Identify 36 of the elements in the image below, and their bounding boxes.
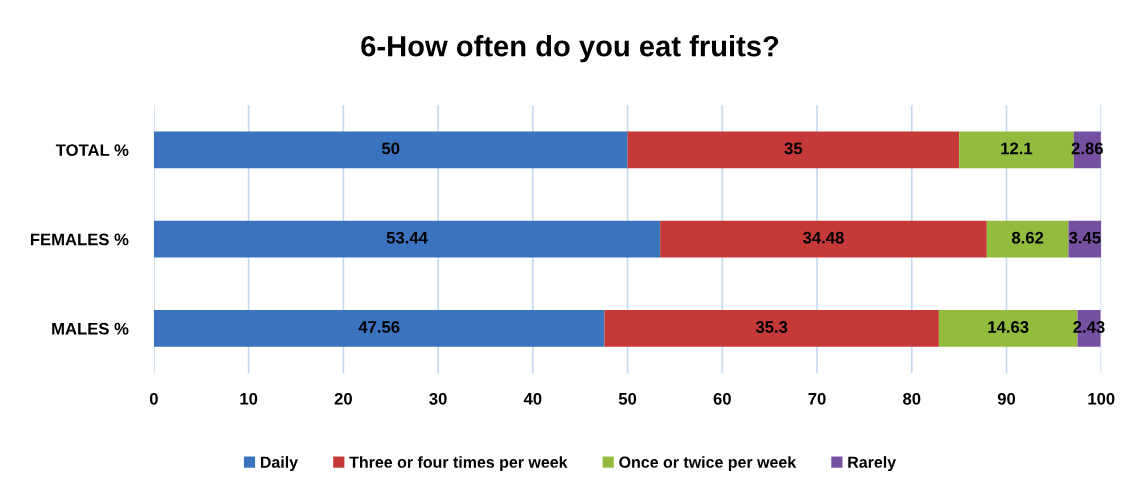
data-label: 3.45 [1068,231,1101,244]
bar [660,220,987,258]
x-tick-label: 60 [713,392,731,405]
x-tick-label: 80 [903,392,921,405]
data-label: 12.1 [1001,142,1033,155]
x-tick-label: 10 [240,392,258,405]
legend-label: Daily [260,456,298,472]
x-tick-label: 100 [1088,392,1115,405]
x-tick-label: 20 [334,392,352,405]
bar [627,131,960,169]
y-tick-label: MALES % [52,322,129,335]
x-tick-label: 30 [429,392,447,405]
bar [986,220,1069,258]
data-label: 14.63 [988,321,1029,333]
data-label: 50 [381,142,400,155]
bar [153,220,661,258]
x-tick-label: 90 [997,392,1016,405]
x-tick-label: 50 [618,392,637,405]
y-tick-label: TOTAL % [55,144,129,157]
data-label: 47.56 [358,321,400,333]
data-label: 35 [784,142,803,155]
x-tick-label: 70 [808,392,826,405]
bar [153,131,628,169]
data-label: 34.48 [803,231,844,244]
data-label: 8.62 [1011,231,1044,244]
legend-label: Three or four times per week [349,456,568,472]
x-tick-label: 0 [149,392,158,405]
bar [153,310,605,347]
x-tick-label: 40 [523,392,542,405]
data-label: 35.3 [755,321,788,333]
data-label: 53.44 [386,231,428,244]
chart-title: 6-How often do you eat fruits? [361,35,779,63]
y-tick-label: FEMALES % [30,233,129,246]
bar [604,310,939,347]
legend-label: Rarely [848,456,897,472]
legend-label: Once or twice per week [619,456,797,472]
